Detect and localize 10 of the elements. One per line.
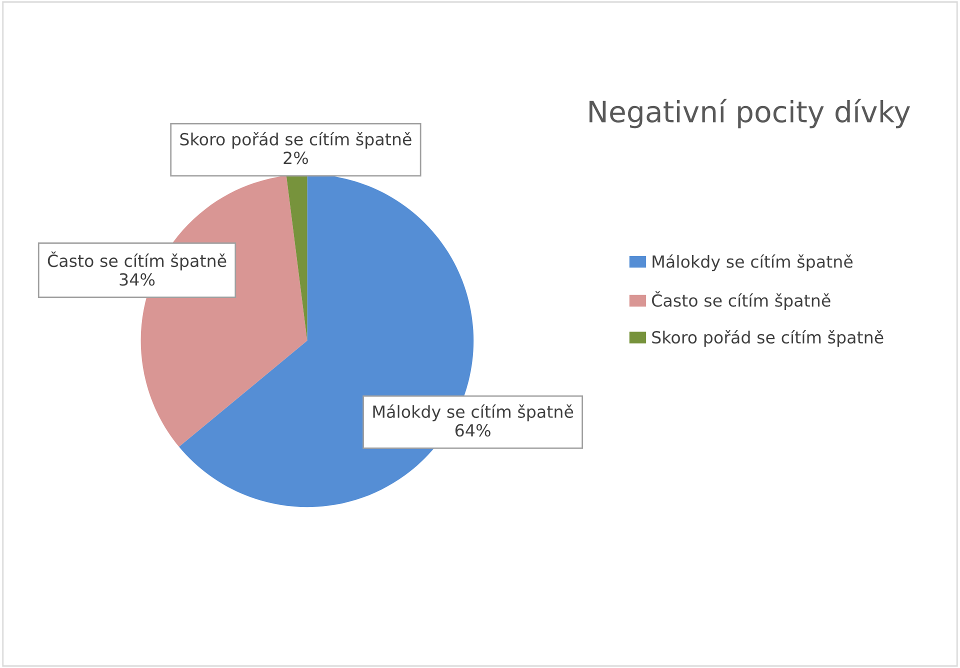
legend-label: Málokdy se cítím špatně: [652, 254, 853, 272]
legend-label: Skoro pořád se cítím špatně: [652, 330, 884, 347]
slice-label: Málokdy se cítím špatně: [373, 404, 574, 422]
data-label: 2%: [284, 152, 308, 164]
data-label: 64%: [455, 424, 490, 437]
slice-label: Často se cítím špatně: [48, 251, 226, 270]
legend-label: Často se cítím špatně: [652, 291, 830, 310]
chart-title: Negativní pocity dívky: [590, 98, 910, 128]
slice-label: Skoro pořád se cítím špatně: [180, 132, 412, 149]
data-label: 34%: [120, 273, 155, 286]
